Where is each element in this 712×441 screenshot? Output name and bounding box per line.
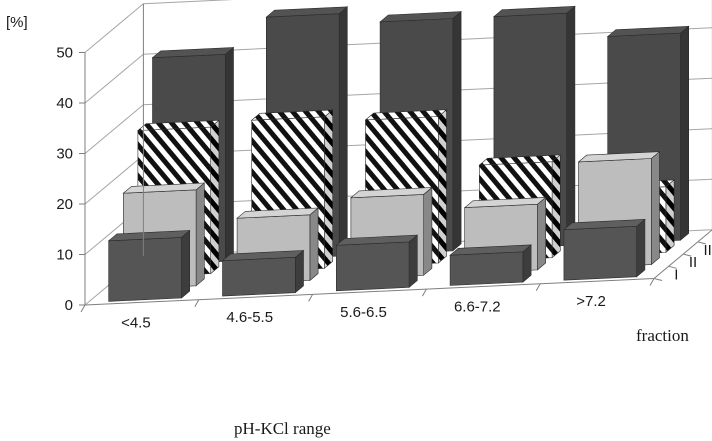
bar-side bbox=[195, 182, 205, 287]
bars bbox=[107, 5, 690, 302]
bar bbox=[107, 229, 191, 302]
bar-side bbox=[452, 10, 462, 252]
z-tick-mark bbox=[697, 241, 706, 245]
x-tick-mark bbox=[535, 283, 541, 292]
y-tick-label: 20 bbox=[56, 196, 73, 213]
bar-top bbox=[606, 25, 690, 37]
x-tick-label: 4.6-5.5 bbox=[226, 309, 273, 326]
y-axis-label: [%] bbox=[6, 14, 28, 31]
z-axis-label: fraction bbox=[636, 326, 689, 345]
bar-top bbox=[151, 47, 235, 59]
x-axis-ticks: <4.5 4.6-5.5 5.6-6.5 6.6-7.2 >7.2 bbox=[121, 293, 606, 331]
y-tick-label: 0 bbox=[65, 297, 73, 314]
x-tick-label: 5.6-6.5 bbox=[340, 304, 387, 321]
x-tick-mark bbox=[649, 278, 655, 286]
bar-top bbox=[265, 6, 349, 18]
bar-top bbox=[563, 219, 646, 231]
bar-side bbox=[225, 46, 234, 263]
bar bbox=[563, 218, 646, 281]
bar-top bbox=[449, 244, 532, 256]
bar-top bbox=[236, 207, 319, 219]
bar-top bbox=[335, 234, 419, 246]
bar-side bbox=[294, 249, 304, 294]
bar bbox=[449, 244, 532, 286]
x-tick-mark bbox=[194, 299, 200, 307]
bar-side bbox=[437, 109, 447, 264]
y-axis-ticks: 0 10 20 30 40 50 bbox=[56, 45, 73, 315]
bar-top bbox=[379, 11, 462, 23]
bar-top bbox=[577, 151, 661, 163]
bar-side bbox=[338, 6, 348, 257]
bar-front bbox=[108, 237, 182, 302]
x-tick-mark bbox=[421, 288, 427, 297]
bar-side bbox=[650, 151, 660, 266]
bar-top bbox=[221, 250, 305, 262]
bar-top bbox=[463, 197, 547, 208]
bar-side bbox=[665, 179, 675, 254]
bar-top bbox=[350, 187, 433, 199]
z-axis-ticks: IIIIIIIV bbox=[674, 242, 712, 283]
bar-front bbox=[222, 256, 296, 297]
bar-side bbox=[408, 234, 418, 289]
bar-side bbox=[680, 25, 690, 241]
y-tick-label: 50 bbox=[56, 45, 73, 62]
axes bbox=[79, 0, 712, 313]
bar-side bbox=[324, 109, 334, 269]
y-tick-label: 40 bbox=[56, 95, 73, 112]
bar-side bbox=[566, 5, 576, 247]
bar-side bbox=[181, 229, 190, 299]
bar-front bbox=[449, 251, 524, 286]
y-tick-label: 10 bbox=[56, 247, 73, 264]
x-axis-label: pH-KCl range bbox=[234, 419, 331, 438]
x-tick-label: >7.2 bbox=[576, 293, 606, 310]
z-tick-label: II bbox=[689, 254, 697, 271]
y-tick-label: 30 bbox=[56, 146, 73, 163]
bar-top bbox=[364, 109, 448, 121]
bar bbox=[335, 234, 419, 292]
bar-front bbox=[335, 241, 410, 292]
x-tick-label: <4.5 bbox=[121, 314, 151, 331]
z-tick-label: III bbox=[704, 242, 712, 259]
x-tick-mark bbox=[308, 294, 314, 302]
bar-top bbox=[493, 5, 576, 17]
z-tick-mark bbox=[668, 265, 677, 269]
z-tick-label: I bbox=[674, 266, 678, 283]
bar-side bbox=[210, 119, 220, 275]
bar-side bbox=[537, 196, 547, 271]
bar-side bbox=[636, 218, 646, 278]
bar-side bbox=[309, 207, 319, 282]
bar-top bbox=[107, 230, 191, 242]
bar bbox=[221, 249, 305, 297]
z-tick-mark bbox=[653, 278, 663, 281]
bar-top bbox=[478, 154, 562, 166]
bar-side bbox=[551, 154, 561, 259]
bar-side bbox=[423, 186, 433, 276]
x-tick-mark bbox=[80, 304, 86, 313]
bar-front bbox=[563, 225, 638, 281]
x-tick-label: 6.6-7.2 bbox=[454, 298, 501, 315]
z-tick-mark bbox=[683, 253, 692, 257]
bar-top bbox=[250, 109, 334, 121]
